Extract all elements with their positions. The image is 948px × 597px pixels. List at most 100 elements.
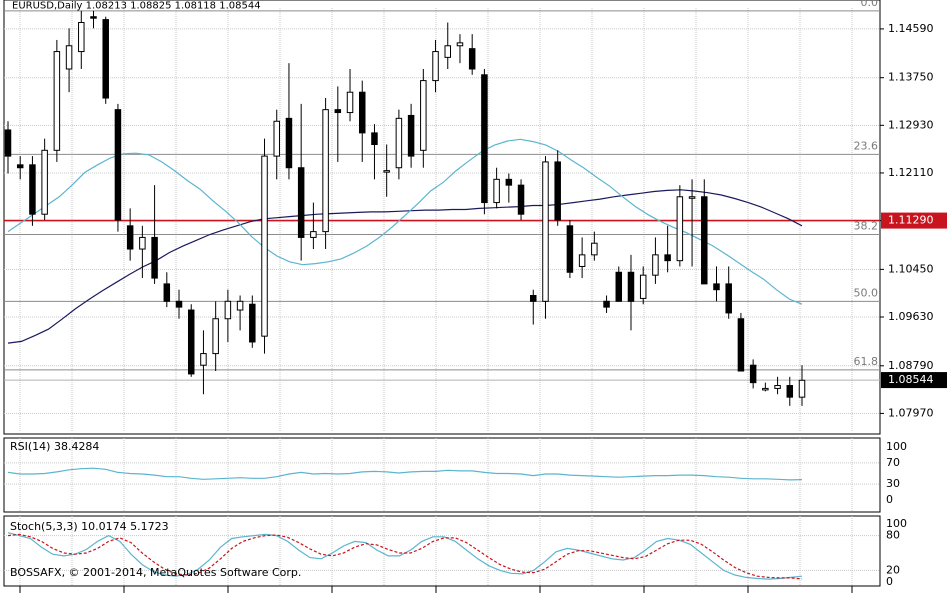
rsi-axis-label: 0	[886, 493, 893, 506]
candle-body	[16, 164, 24, 169]
candle-body	[603, 300, 610, 308]
rsi-title: RSI(14) 38.4284	[10, 440, 99, 453]
candle-body	[187, 309, 195, 375]
candle-body	[749, 364, 757, 384]
candle-body	[346, 91, 354, 114]
candle-body	[701, 196, 708, 285]
copyright-label: BOSSAFX, © 2001-2014, MetaQuotes Softwar…	[10, 566, 301, 579]
candle-body	[517, 184, 525, 215]
current-price-label: 1.08544	[888, 373, 934, 386]
candle-body	[139, 236, 146, 250]
price-axis-label: 1.07970	[888, 406, 934, 419]
stoch-axis-label: 100	[886, 517, 907, 530]
highlight-price-box	[881, 212, 947, 229]
price-axis-label: 1.09630	[888, 310, 934, 323]
candle-body	[65, 45, 73, 70]
candle-body	[102, 19, 109, 99]
fib-level-label: 23.6	[854, 139, 879, 152]
candle-body	[737, 318, 745, 372]
candle-body	[90, 16, 97, 19]
candle-body	[53, 51, 61, 151]
rsi-axis-label: 30	[886, 477, 900, 490]
candle-body	[615, 271, 623, 302]
candle-body	[554, 161, 561, 221]
price-axis-label: 1.12110	[888, 166, 934, 179]
stoch-axis-label: 20	[886, 563, 900, 576]
candle-body	[725, 283, 732, 314]
candle-body	[285, 117, 293, 169]
price-axis-label: 1.13750	[888, 71, 934, 84]
rsi-axis-label: 70	[886, 456, 900, 469]
current-price-box	[881, 372, 947, 389]
candle-body	[591, 242, 598, 256]
pane-border	[3, 437, 881, 513]
pane-border	[3, 0, 881, 435]
pane-border	[3, 515, 881, 587]
candle-body	[627, 271, 635, 302]
candle-body	[151, 236, 158, 279]
candle-body	[273, 120, 280, 157]
candle-body	[310, 231, 317, 238]
price-axis-label: 1.10450	[888, 262, 934, 275]
candle-body	[774, 385, 781, 389]
candle-body	[566, 225, 574, 273]
candle-body	[664, 254, 671, 262]
candle-body	[639, 274, 647, 299]
candle-body	[358, 91, 366, 134]
candle-body	[578, 254, 586, 267]
candle-body	[297, 167, 305, 238]
candle-body	[29, 164, 36, 215]
candle-body	[530, 295, 537, 302]
candle-body	[200, 353, 207, 366]
fib-level-label: 38.2	[854, 220, 879, 233]
candle-body	[395, 117, 403, 169]
price-axis-label: 1.14590	[888, 22, 934, 35]
candle-body	[236, 300, 244, 311]
candle-body	[224, 300, 232, 320]
candle-body	[688, 196, 696, 199]
ma-fast-line	[7, 138, 803, 305]
candle-body	[456, 42, 464, 47]
candle-body	[798, 379, 806, 398]
candle-body	[371, 132, 378, 145]
fib-level-label: 61.8	[854, 355, 879, 368]
candle-body	[126, 225, 134, 250]
stoch-title: Stoch(5,3,3) 10.0174 5.1723	[10, 520, 169, 533]
rsi-line	[7, 467, 803, 481]
price-axis-label: 1.12930	[888, 118, 934, 131]
candle-body	[4, 129, 12, 157]
candle-body	[407, 114, 415, 157]
candle-body	[444, 45, 452, 58]
highlight-price-label: 1.11290	[888, 214, 934, 227]
candle-body	[493, 178, 500, 204]
candle-body	[163, 283, 171, 302]
candle-body	[432, 51, 439, 82]
stoch-axis-label: 80	[886, 529, 900, 542]
candle-body	[41, 149, 48, 215]
candle-body	[762, 387, 769, 391]
stoch-axis-label: 0	[886, 575, 893, 588]
candle-body	[383, 170, 390, 173]
candle-body	[78, 22, 85, 53]
fib-level-label: 50.0	[854, 286, 879, 299]
candle-body	[322, 109, 329, 233]
main-chart-title: EURUSD,Daily 1.08213 1.08825 1.08118 1.0…	[12, 0, 261, 11]
candle-body	[468, 48, 476, 70]
candle-body	[786, 385, 794, 398]
ma-slow-line	[7, 189, 803, 344]
candle-body	[505, 178, 513, 186]
fib-level-label: 0.0	[861, 0, 879, 9]
candle-body	[334, 109, 342, 114]
stoch-signal-line	[7, 533, 803, 580]
candle-body	[420, 80, 427, 151]
candle-body	[261, 155, 268, 337]
price-axis-label: 1.08790	[888, 359, 934, 372]
candle-body	[212, 318, 219, 355]
candle-body	[114, 109, 122, 221]
candle-body	[481, 74, 488, 204]
candle-body	[542, 161, 549, 302]
candle-body	[652, 254, 659, 276]
candle-body	[175, 300, 183, 308]
